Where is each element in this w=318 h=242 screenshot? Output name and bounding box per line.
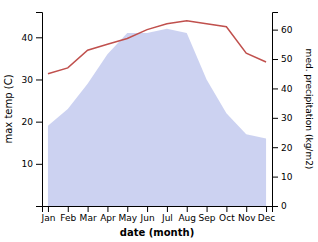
tick-mark	[68, 206, 69, 212]
axis-line	[43, 207, 273, 213]
tick-mark	[272, 30, 278, 31]
tick-mark	[107, 206, 108, 212]
tick: 50	[272, 54, 293, 64]
tick-mark	[36, 79, 42, 80]
tick: Jun	[140, 206, 155, 223]
tick-label: 30	[281, 113, 293, 123]
tick-mark	[36, 122, 42, 123]
tick: Nov	[238, 206, 256, 223]
tick-mark	[127, 206, 128, 212]
tick-label: Oct	[219, 213, 235, 223]
tick: Apr	[100, 206, 116, 223]
tick: 10	[22, 159, 42, 169]
plot: Jan Feb MarAprMayJun Jul AugSepOctNovDec 10 20…	[3, 13, 314, 239]
tick-label: 0	[281, 201, 287, 211]
tick-label: Dec	[258, 213, 275, 223]
x-axis: Jan Feb MarAprMayJun Jul AugSepOctNovDec	[41, 206, 276, 223]
tick-label: Jul	[161, 213, 173, 223]
y2-axis: 0 10 20 30 40 50 60	[272, 13, 293, 212]
tick: Jul	[161, 206, 173, 223]
tick: 10	[272, 172, 293, 182]
tick-mark	[187, 206, 188, 212]
tick-mark	[48, 206, 49, 212]
tick: Mar	[80, 206, 97, 223]
marks	[48, 21, 266, 206]
tick-mark	[272, 118, 278, 119]
tick: 30	[22, 75, 42, 85]
tick-mark	[272, 147, 278, 148]
tick-mark	[147, 206, 148, 212]
tick: 20	[22, 117, 42, 127]
y2-axis-title: med. precipitation (kg/m2)	[304, 49, 314, 170]
tick-mark	[272, 206, 278, 207]
tick-mark	[266, 206, 267, 212]
y-axis-title: max temp (C)	[3, 74, 14, 143]
tick: 30	[272, 113, 293, 123]
tick-label: 50	[281, 54, 293, 64]
tick-mark	[167, 206, 168, 212]
tick-label: 10	[22, 159, 34, 169]
tick-label: 60	[281, 25, 293, 35]
axis-line	[36, 13, 43, 207]
axis-line	[273, 13, 279, 207]
tick-mark	[272, 88, 278, 89]
tick-label: May	[118, 213, 137, 223]
line	[48, 21, 266, 74]
chart: Jan Feb MarAprMayJun Jul AugSepOctNovDec 10 20…	[0, 0, 318, 242]
tick-label: Mar	[80, 213, 97, 223]
tick-label: Jun	[140, 213, 155, 223]
tick: Oct	[219, 206, 235, 223]
tick: 40	[272, 84, 293, 94]
tick-mark	[272, 59, 278, 60]
tick: 60	[272, 25, 293, 35]
tick-label: Apr	[100, 213, 116, 223]
tick: 20	[272, 143, 293, 153]
tick: Dec	[258, 206, 275, 223]
tick-label: Nov	[238, 213, 256, 223]
tick-mark	[246, 206, 247, 212]
chart-container: Jan Feb MarAprMayJun Jul AugSepOctNovDec 10 20…	[0, 0, 318, 242]
tick: Aug	[178, 206, 196, 223]
y-axis: 10 20 30 40	[22, 13, 43, 207]
tick-mark	[36, 164, 42, 165]
tick: Jan	[41, 206, 56, 223]
tick-label: 40	[22, 33, 34, 43]
tick-label: 40	[281, 84, 293, 94]
tick-mark	[88, 206, 89, 212]
tick-label: 10	[281, 172, 293, 182]
tick: Sep	[199, 206, 216, 223]
tick-label: Aug	[178, 213, 196, 223]
tick-label: Jan	[41, 213, 56, 223]
tick: Feb	[60, 206, 76, 223]
tick-mark	[36, 37, 42, 38]
tick-label: Sep	[199, 213, 216, 223]
tick: 40	[22, 33, 42, 43]
tick: 0	[272, 201, 287, 211]
tick-mark	[226, 206, 227, 212]
tick-label: 20	[281, 143, 293, 153]
x-axis-title: date (month)	[120, 227, 194, 238]
tick-label: Feb	[60, 213, 76, 223]
tick-mark	[207, 206, 208, 212]
tick-mark	[272, 177, 278, 178]
tick-label: 30	[22, 75, 34, 85]
tick: May	[118, 206, 137, 223]
tick-label: 20	[22, 117, 34, 127]
